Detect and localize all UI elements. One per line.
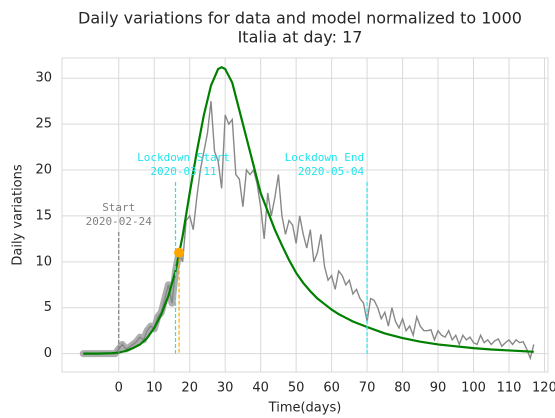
- data-line: [83, 101, 535, 361]
- x-tick-label: 20: [181, 381, 198, 396]
- y-tick-label: 15: [35, 208, 52, 223]
- y-tick-label: 30: [35, 71, 52, 86]
- x-tick-label: 90: [430, 381, 447, 396]
- x-tick-label: 40: [252, 381, 269, 396]
- y-tick-label: 20: [35, 163, 52, 178]
- x-tick-label: 10: [146, 381, 163, 396]
- x-tick-label: 70: [359, 381, 376, 396]
- annotation: Start: [102, 201, 135, 214]
- y-axis-label: Daily variations: [11, 164, 26, 266]
- x-tick-label: 30: [217, 381, 234, 396]
- plot-frame: [61, 57, 549, 373]
- x-tick-label: 100: [461, 381, 486, 396]
- y-tick-label: 10: [35, 254, 52, 269]
- annotation: Lockdown End: [285, 151, 364, 164]
- x-tick-label: 80: [394, 381, 411, 396]
- current-point: [174, 247, 185, 258]
- annotation: 2020-02-24: [86, 215, 153, 228]
- x-tick-label: 110: [497, 381, 522, 396]
- y-tick-label: 25: [35, 117, 52, 132]
- x-tick-label: 120: [532, 381, 555, 396]
- y-tick-label: 5: [44, 300, 52, 315]
- chart-subtitle: Italia at day: 17: [238, 28, 363, 47]
- x-tick-label: 0: [115, 381, 123, 396]
- x-tick-label: 60: [323, 381, 340, 396]
- annotation: Lockdown Start: [137, 151, 230, 164]
- annotation: 2020-03-11: [150, 165, 216, 178]
- y-tick-label: 0: [44, 346, 52, 361]
- x-axis-label: Time(days): [268, 401, 342, 416]
- model-line: [83, 65, 534, 355]
- x-tick-label: 50: [288, 381, 305, 396]
- annotation: 2020-05-04: [298, 165, 365, 178]
- chart-title: Daily variations for data and model norm…: [78, 9, 522, 28]
